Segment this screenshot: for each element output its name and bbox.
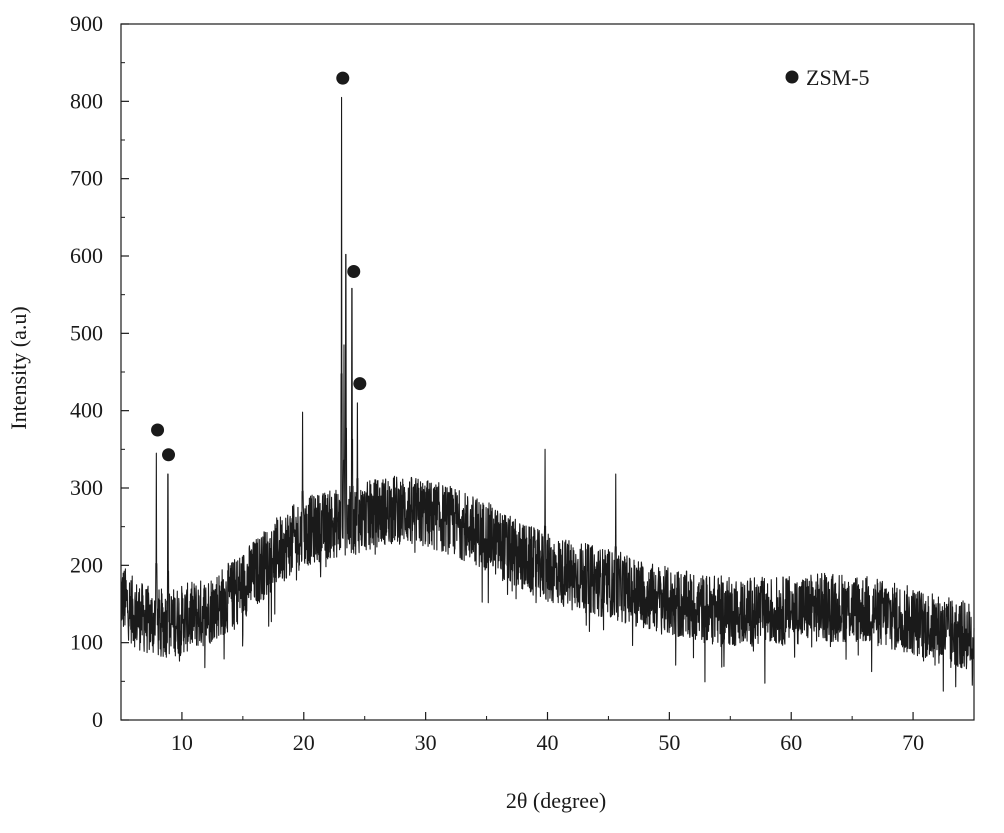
zsm5-peak-marker xyxy=(347,264,361,278)
y-tick-label: 100 xyxy=(70,630,103,655)
y-tick-label: 600 xyxy=(70,243,103,268)
zsm5-peak-marker xyxy=(162,448,176,462)
legend-marker xyxy=(785,70,799,84)
x-axis-label: 2θ (degree) xyxy=(506,788,606,813)
x-tick-label: 40 xyxy=(537,730,559,755)
y-tick-label: 800 xyxy=(70,88,103,113)
y-tick-label: 400 xyxy=(70,398,103,423)
y-tick-label: 500 xyxy=(70,320,103,345)
x-tick-label: 10 xyxy=(171,730,193,755)
peak-markers xyxy=(151,71,367,462)
x-tick-label: 50 xyxy=(658,730,680,755)
zsm5-peak-marker xyxy=(353,377,367,391)
y-tick-label: 700 xyxy=(70,166,103,191)
zsm5-peak-marker xyxy=(151,423,165,437)
xrd-pattern-line xyxy=(120,96,975,692)
legend-label: ZSM-5 xyxy=(806,65,870,90)
y-tick-label: 200 xyxy=(70,552,103,577)
y-axis-label: Intensity (a.u) xyxy=(6,306,31,429)
x-tick-label: 70 xyxy=(902,730,924,755)
y-tick-label: 300 xyxy=(70,475,103,500)
x-tick-label: 20 xyxy=(293,730,315,755)
y-tick-label: 900 xyxy=(70,11,103,36)
zsm5-peak-marker xyxy=(336,71,350,85)
y-tick-label: 0 xyxy=(92,707,103,732)
x-tick-label: 60 xyxy=(780,730,802,755)
x-axis-ticks: 10 20 30 40 50 60 70 xyxy=(171,712,924,755)
x-tick-label: 30 xyxy=(415,730,437,755)
y-axis-ticks: 0 100 200 300 400 500 600 700 800 900 xyxy=(70,11,129,732)
legend: ZSM-5 xyxy=(785,65,870,90)
